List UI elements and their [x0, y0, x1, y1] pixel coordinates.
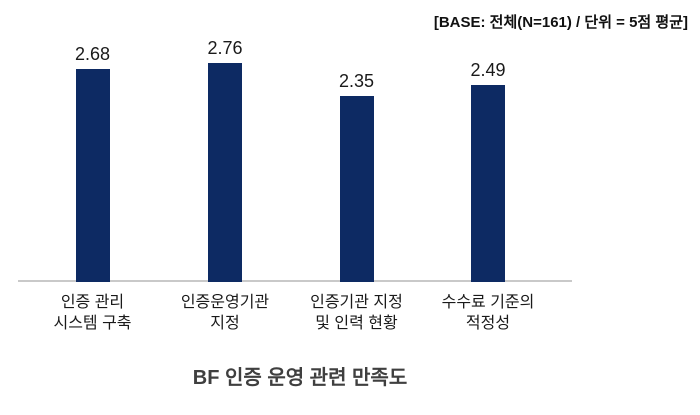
- x-axis-line: [18, 280, 572, 282]
- category-label: 인증 관리 시스템 구축: [53, 294, 132, 332]
- bar-column: 2.49: [422, 61, 554, 282]
- bar: [339, 96, 374, 282]
- value-label: 2.49: [470, 60, 506, 80]
- category-label: 인증운영기관 지정: [180, 294, 270, 332]
- bar: [208, 63, 242, 282]
- bar: [75, 69, 110, 282]
- base-note: [BASE: 전체(N=161) / 단위 = 5점 평균]: [433, 14, 688, 31]
- value-label: 2.76: [207, 38, 243, 58]
- bar-column: 2.68: [27, 45, 159, 282]
- value-label: 2.68: [74, 44, 111, 64]
- bar-column: 2.35: [291, 72, 423, 282]
- category-label: 수수료 기준의 적정성: [441, 294, 535, 332]
- plot-area: 2.68 2.76 2.35 2.49: [18, 39, 572, 282]
- bar: [471, 85, 505, 282]
- chart-title: BF 인증 운영 관련 만족도: [192, 367, 408, 389]
- bar-column: 2.76: [159, 39, 291, 282]
- category-axis-labels: 인증 관리 시스템 구축 인증운영기관 지정 인증기관 지정 및 인력 현황 수수료 …: [0, 292, 700, 342]
- value-label: 2.35: [338, 71, 375, 91]
- category-label: 인증기관 지정 및 인력 현황: [310, 294, 403, 332]
